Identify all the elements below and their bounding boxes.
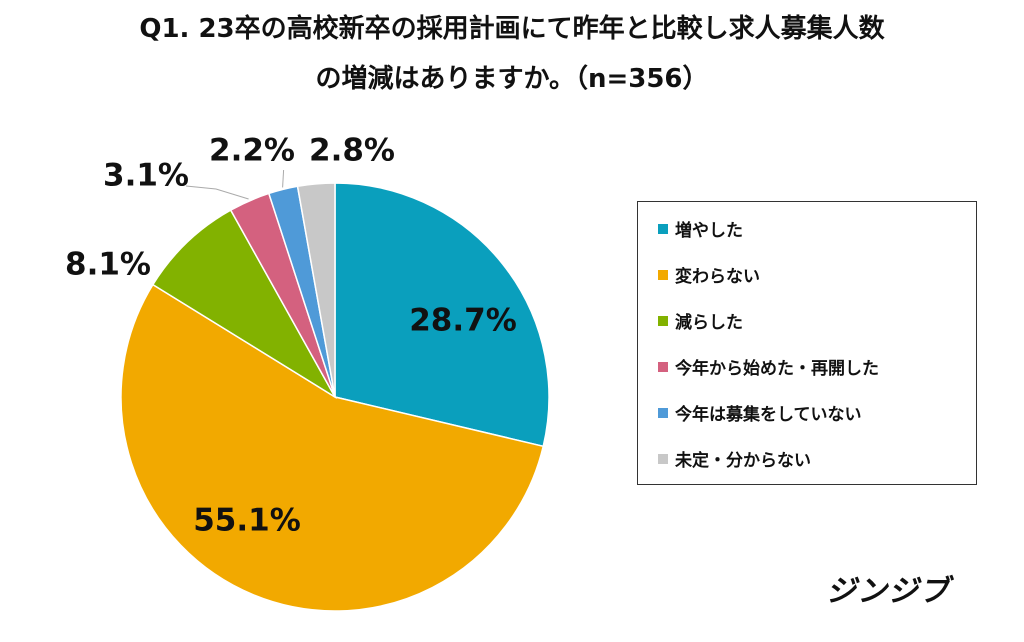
legend-label: 増やした: [675, 221, 743, 241]
leader-line: [282, 169, 285, 188]
legend-label: 未定・分からない: [675, 451, 811, 471]
pie-slice: [296, 182, 336, 398]
legend-swatch: [658, 407, 668, 418]
pie-slice: [334, 182, 550, 448]
pie-slice: [120, 283, 545, 612]
chart-title-line-2: の増減はありますか。（n=356）: [315, 64, 709, 94]
data-label: 2.2%: [209, 133, 295, 169]
legend-item: 未定・分からない: [658, 446, 811, 471]
data-label: 3.1%: [103, 158, 189, 194]
chart-title-line-1: Q1. 23卒の高校新卒の採用計画にて昨年と比較し求人募集人数: [139, 14, 885, 44]
legend-item: 今年から始めた・再開した: [658, 354, 879, 379]
leader-line: [185, 185, 249, 200]
legend-swatch: [658, 453, 668, 464]
data-label: 2.8%: [309, 133, 395, 169]
legend-item: 減らした: [658, 308, 743, 333]
legend-item: 変わらない: [658, 262, 760, 287]
data-label: 28.7%: [409, 303, 517, 339]
legend-item: 今年は募集をしていない: [658, 400, 862, 425]
legend-label: 今年から始めた・再開した: [675, 359, 879, 379]
pie-slice: [151, 209, 338, 400]
legend-swatch: [658, 315, 668, 326]
legend-item: 増やした: [658, 216, 743, 241]
chart-legend: 増やした変わらない減らした今年から始めた・再開した 今年は募集をしていない 未定・分…: [637, 201, 977, 485]
legend-swatch: [658, 223, 668, 234]
legend-swatch: [658, 361, 668, 372]
legend-label: 変わらない: [675, 267, 760, 287]
legend-label: 今年は募集をしていない: [675, 405, 862, 425]
data-label: 8.1%: [65, 247, 151, 283]
legend-label: 減らした: [675, 313, 743, 333]
data-label: 55.1%: [193, 503, 301, 539]
brand-logo: ジンジブ: [826, 574, 950, 609]
legend-swatch: [658, 269, 668, 280]
